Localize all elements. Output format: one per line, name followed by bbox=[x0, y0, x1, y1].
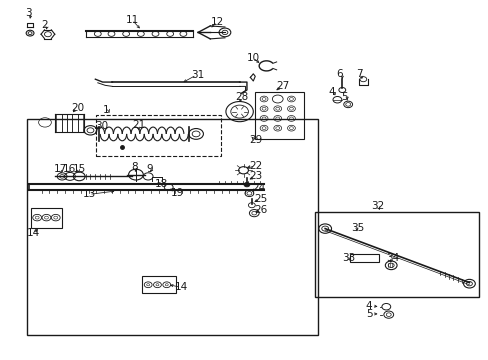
Bar bbox=[27, 119, 317, 335]
Text: 9: 9 bbox=[146, 164, 153, 174]
Text: 11: 11 bbox=[126, 15, 139, 25]
Text: 5: 5 bbox=[365, 309, 372, 319]
Text: 4: 4 bbox=[365, 301, 372, 311]
Text: 5: 5 bbox=[341, 92, 347, 102]
Text: 1: 1 bbox=[102, 105, 109, 115]
Bar bbox=[78, 114, 83, 132]
Text: 23: 23 bbox=[249, 171, 262, 181]
Text: 30: 30 bbox=[95, 121, 108, 131]
Bar bbox=[61, 114, 67, 132]
Text: 17: 17 bbox=[54, 164, 67, 174]
Bar bbox=[255, 92, 304, 139]
Text: 32: 32 bbox=[371, 201, 384, 211]
Text: 29: 29 bbox=[249, 135, 262, 145]
Text: 19: 19 bbox=[171, 188, 184, 198]
Bar bbox=[72, 114, 78, 132]
Text: 22: 22 bbox=[249, 161, 262, 171]
Text: 26: 26 bbox=[254, 204, 267, 215]
Text: 25: 25 bbox=[254, 194, 267, 204]
Text: 6: 6 bbox=[336, 69, 343, 79]
Bar bbox=[96, 115, 220, 156]
Text: 14: 14 bbox=[27, 228, 40, 238]
Text: 35: 35 bbox=[350, 222, 364, 233]
Text: 16: 16 bbox=[62, 164, 76, 174]
Text: 7: 7 bbox=[355, 69, 362, 79]
Text: 15: 15 bbox=[72, 164, 85, 174]
Text: 27: 27 bbox=[276, 81, 289, 91]
Text: 33: 33 bbox=[342, 253, 355, 264]
Bar bbox=[349, 254, 378, 262]
Text: 14: 14 bbox=[175, 282, 188, 292]
Bar bbox=[67, 114, 72, 132]
Text: 12: 12 bbox=[211, 17, 224, 27]
Bar bbox=[142, 276, 176, 293]
Text: 31: 31 bbox=[190, 70, 203, 80]
Text: 28: 28 bbox=[235, 92, 248, 102]
Text: 21: 21 bbox=[132, 120, 145, 130]
Text: 8: 8 bbox=[131, 162, 138, 172]
Text: 13: 13 bbox=[83, 189, 96, 199]
Circle shape bbox=[244, 183, 249, 187]
Text: 2: 2 bbox=[41, 20, 48, 30]
Text: 4: 4 bbox=[328, 87, 335, 97]
Text: 3: 3 bbox=[25, 8, 32, 18]
Text: 10: 10 bbox=[246, 53, 260, 63]
Text: 34: 34 bbox=[386, 253, 399, 264]
Text: 18: 18 bbox=[154, 179, 167, 189]
Text: 20: 20 bbox=[71, 103, 84, 113]
Bar bbox=[31, 208, 61, 228]
Bar bbox=[315, 212, 478, 297]
Bar bbox=[56, 114, 61, 132]
Text: 24: 24 bbox=[251, 183, 264, 193]
